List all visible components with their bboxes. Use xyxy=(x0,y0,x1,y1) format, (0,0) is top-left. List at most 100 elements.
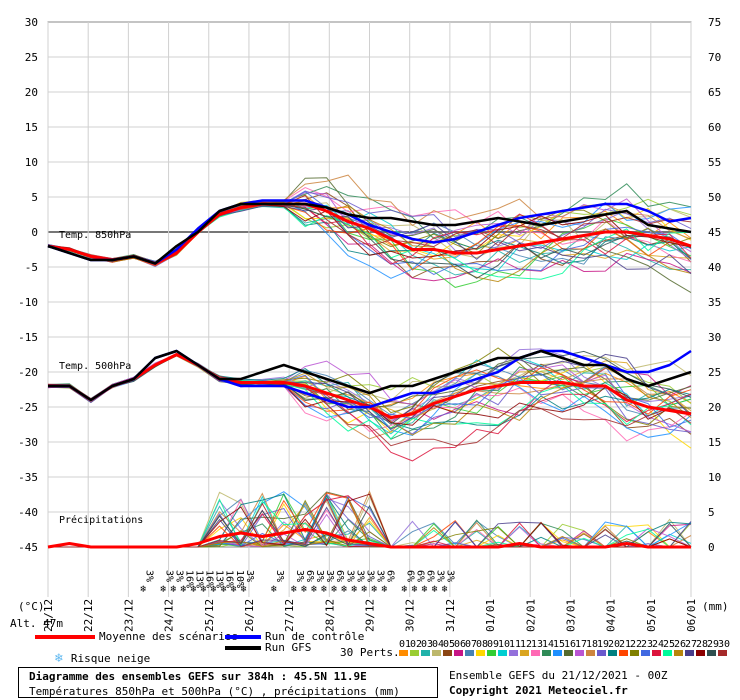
snow-risk-label: 3% xyxy=(244,570,255,582)
snow-risk-label: 3% xyxy=(374,570,385,582)
x-tick-label: 01/01 xyxy=(484,599,497,632)
pert-swatch xyxy=(696,650,705,656)
pert-swatch xyxy=(410,650,419,656)
pert-swatch xyxy=(619,650,628,656)
snow-risk-label: 6% xyxy=(304,570,315,582)
pert-swatch xyxy=(630,650,639,656)
snowflake-icon: ❄ xyxy=(321,584,328,595)
x-tick-label: 29/12 xyxy=(364,599,377,632)
snow-risk-label: 3% xyxy=(324,570,335,582)
x-tick-label: 21/12 xyxy=(42,599,55,632)
pert-code: 06 xyxy=(454,639,466,650)
x-tick-label: 02/01 xyxy=(524,599,537,632)
legend-mean-label: Moyenne des scénarios xyxy=(99,630,239,643)
y-left-tick: -10 xyxy=(18,296,38,309)
snow-risk-label: 3% xyxy=(143,570,154,582)
snow-risk-label: 6% xyxy=(334,570,345,582)
pert-swatch xyxy=(685,650,694,656)
series-line xyxy=(47,528,691,549)
pert-code: 10 xyxy=(498,639,510,650)
perturbation-legend: 0102030405060708091011121314151617181920… xyxy=(399,639,730,656)
pert-swatch xyxy=(465,650,474,656)
snow-risk-label: 3% xyxy=(294,570,305,582)
pert-code: 05 xyxy=(443,639,455,650)
pert-swatch xyxy=(641,650,650,656)
legend-mean-swatch xyxy=(35,635,95,639)
perts-label: 30 Perts. xyxy=(340,646,400,659)
y-left-tick: -5 xyxy=(25,261,38,274)
t500-label: Temp. 500hPa xyxy=(59,361,131,372)
y-left-tick: -15 xyxy=(18,331,38,344)
x-tick-label: 25/12 xyxy=(203,599,216,632)
snowflake-icon: ❄ xyxy=(140,584,147,595)
snow-risk-label: 3% xyxy=(364,570,375,582)
snow-risk-label: 3% xyxy=(314,570,325,582)
footer-title-box: Diagramme des ensembles GEFS sur 384h : … xyxy=(18,667,438,698)
legend-gfs: Run GFS xyxy=(225,641,311,654)
pert-swatch xyxy=(487,650,496,656)
pert-code: 12 xyxy=(520,639,532,650)
y-right-tick: 35 xyxy=(708,296,721,309)
x-tick-label: 03/01 xyxy=(564,599,577,632)
y-right-tick: 5 xyxy=(708,506,715,519)
snowflake-icon: ❄ xyxy=(361,584,368,595)
snowflake-icon: ❄ xyxy=(221,584,228,595)
snowflake-icon: ❄ xyxy=(170,584,177,595)
pert-swatch xyxy=(608,650,617,656)
pert-code: 14 xyxy=(542,639,554,650)
snowflake-icon: ❄ xyxy=(160,584,167,595)
snowflake-icon: ❄ xyxy=(432,584,439,595)
pert-swatch xyxy=(421,650,430,656)
y-left-tick: 20 xyxy=(25,86,38,99)
snow-risk-label: 6% xyxy=(384,570,395,582)
pert-swatch xyxy=(509,650,518,656)
pert-swatch xyxy=(476,650,485,656)
main-series-lines xyxy=(47,199,692,549)
pert-code: 11 xyxy=(509,639,521,650)
pert-swatch xyxy=(498,650,507,656)
y-right-tick: 10 xyxy=(708,471,721,484)
snowflake-icon: ❄ xyxy=(402,584,409,595)
legend-mean: Moyenne des scénarios xyxy=(35,630,238,643)
y-right-tick: 15 xyxy=(708,436,721,449)
x-tick-label: 05/01 xyxy=(645,599,658,632)
pert-code: 21 xyxy=(619,639,631,650)
y-left-tick: 15 xyxy=(25,121,38,134)
member-line-850 xyxy=(47,190,692,275)
pert-swatch xyxy=(553,650,562,656)
pert-code: 15 xyxy=(553,639,565,650)
x-tick-label: 22/12 xyxy=(82,599,95,632)
x-tick-label: 06/01 xyxy=(685,599,698,632)
legend-snow-label: Risque neige xyxy=(70,652,151,665)
pert-code: 01 xyxy=(399,639,411,650)
series-line xyxy=(48,349,692,402)
series-line xyxy=(47,202,692,265)
pert-code: 28 xyxy=(696,639,708,650)
pert-code: 23 xyxy=(641,639,653,650)
snow-risk-label: 6% xyxy=(415,570,426,582)
y-left-tick: -45 xyxy=(18,541,38,554)
pert-swatch xyxy=(454,650,463,656)
y-right-tick: 60 xyxy=(708,121,721,134)
snowflake-icon: ❄ xyxy=(442,584,449,595)
snowflake-icon: ❄ xyxy=(181,584,188,595)
snow-risk-label: 6% xyxy=(405,570,416,582)
snow-risk-label: 3% xyxy=(435,570,446,582)
altitude-label: Alt. 47m xyxy=(10,617,63,630)
member-line-850 xyxy=(47,190,692,268)
y-right-tick: 55 xyxy=(708,156,721,169)
snow-risk-label: 3% xyxy=(173,570,184,582)
snowflake-icon: ❄ xyxy=(201,584,208,595)
legend-control-label: Run de contrôle xyxy=(265,630,365,643)
y-left-tick: 10 xyxy=(25,156,38,169)
snow-risk-label: 16% xyxy=(184,570,195,588)
pert-swatch xyxy=(586,650,595,656)
legend-gfs-label: Run GFS xyxy=(265,641,312,654)
pert-code: 09 xyxy=(487,639,499,650)
footer-subtitle: Températures 850hPa et 500hPa (°C) , pré… xyxy=(29,685,400,698)
pert-swatch xyxy=(542,650,551,656)
snow-risk-label: 16% xyxy=(224,570,235,588)
y-right-tick: 0 xyxy=(708,541,715,554)
pert-code: 17 xyxy=(575,639,587,650)
y-right-tick: 30 xyxy=(708,331,721,344)
